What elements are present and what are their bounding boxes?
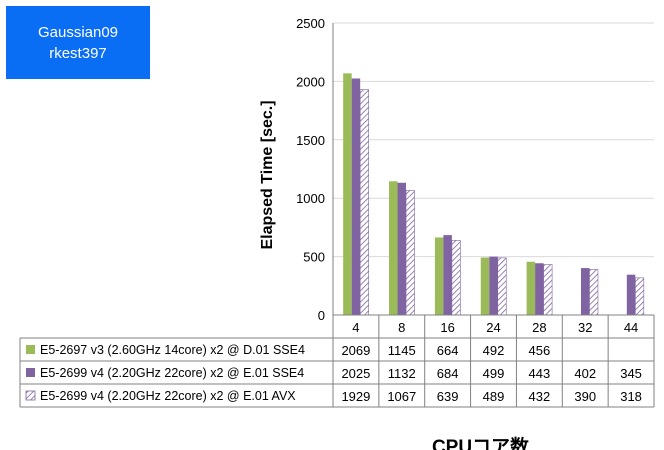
data-label: 345 [620,366,642,381]
bar [543,264,553,316]
bar [489,256,498,315]
data-label: 1132 [388,366,416,381]
x-tick-label: 24 [486,320,500,335]
y-axis-title: Elapsed Time [sec.] [259,100,276,249]
data-label: 402 [574,366,596,381]
bar [635,277,645,316]
y-tick-label: 0 [318,308,325,323]
bar [359,89,369,316]
y-tick-label: 1500 [296,133,325,148]
legend-swatch [26,368,35,377]
x-axis-title: CPUコア数 [432,435,530,450]
bar [434,237,444,315]
bar [405,190,415,316]
bar [497,257,507,316]
badge-line-2: rkest397 [49,45,107,62]
badge-line-1: Gaussian09 [37,24,119,41]
data-label: 639 [437,389,459,404]
bar [535,263,544,315]
chart-badge: Gaussian09 rkest397 [6,6,150,79]
legend-label: E5-2697 v3 (2.60GHz 14core) x2 @ D.01 SS… [40,343,305,357]
bar [589,269,599,316]
bar [389,181,398,315]
legend-swatch [25,390,36,401]
data-label: 492 [483,343,505,358]
data-label: 443 [529,366,551,381]
y-tick-label: 500 [303,250,325,265]
data-label: 432 [529,389,551,404]
legend-label: E5-2699 v4 (2.20GHz 22core) x2 @ E.01 AV… [40,389,296,403]
x-tick-label: 8 [398,320,405,335]
x-tick-label: 4 [352,320,359,335]
data-label: 2069 [341,343,370,358]
data-label: 664 [437,343,459,358]
data-label: 684 [437,366,459,381]
data-label: 1145 [388,343,416,358]
bar [397,182,407,315]
data-label: 318 [620,389,642,404]
legend-swatch [26,345,35,354]
bar [526,261,536,315]
data-label: 456 [529,343,551,358]
data-label: 390 [574,389,596,404]
bar [480,257,490,315]
bar [580,268,590,315]
x-tick-label: 28 [532,320,546,335]
bar [343,73,352,316]
data-label: 489 [483,389,505,404]
y-tick-label: 1000 [296,191,325,206]
legend-label: E5-2699 v4 (2.20GHz 22core) x2 @ E.01 SS… [40,366,304,380]
x-tick-label: 32 [578,320,592,335]
x-tick-label: 44 [624,320,638,335]
y-tick-label: 2500 [296,16,325,31]
x-tick-label: 16 [440,320,454,335]
data-label: 2025 [341,366,370,381]
y-tick-label: 2000 [296,74,325,89]
data-label: 499 [483,366,505,381]
bar [443,235,452,315]
bar [351,78,361,315]
data-label: 1067 [387,389,416,404]
bar [451,240,461,316]
bar [626,274,636,315]
data-label: 1929 [341,389,370,404]
